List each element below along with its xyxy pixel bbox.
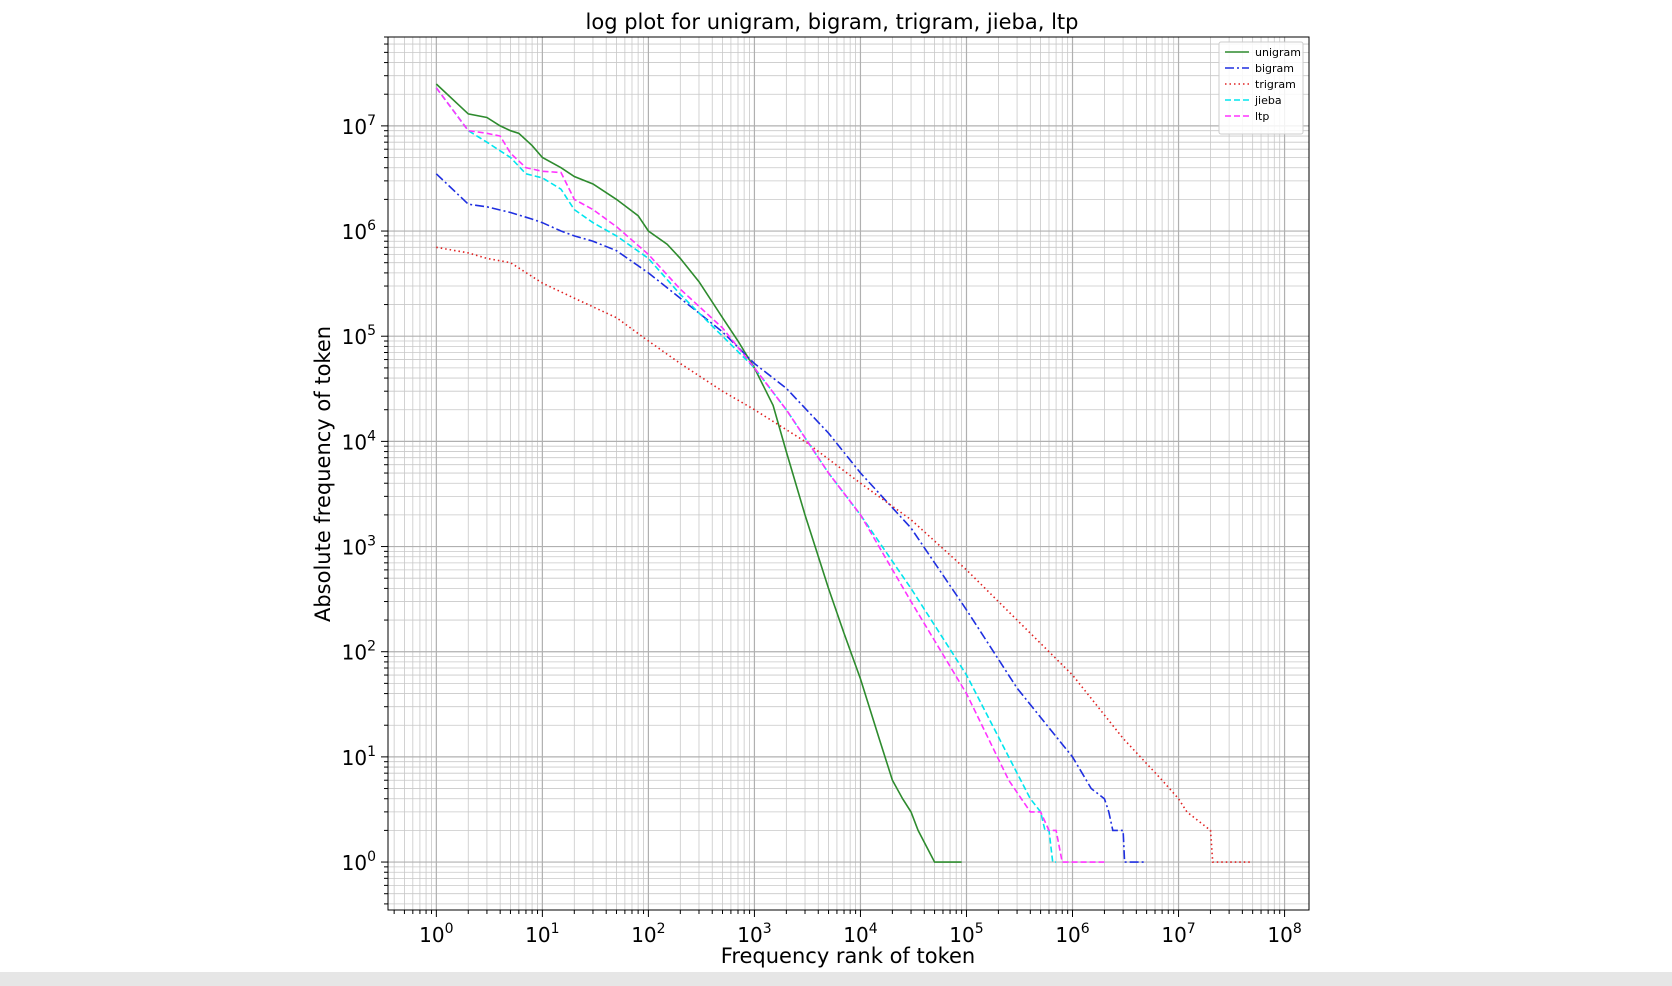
chart-title: log plot for unigram, bigram, trigram, j… xyxy=(586,10,1079,34)
x-tick-label: 107 xyxy=(1161,921,1195,947)
series-lines xyxy=(435,83,1253,863)
x-axis-title: Frequency rank of token xyxy=(721,944,975,968)
x-tick-label: 100 xyxy=(419,921,453,947)
x-tick-label: 102 xyxy=(631,921,665,947)
y-tick-label: 102 xyxy=(342,639,376,665)
y-tick-label: 103 xyxy=(342,534,376,560)
legend-label-trigram: trigram xyxy=(1255,78,1296,91)
y-axis-title: Absolute frequency of token xyxy=(311,326,335,622)
x-tick-label: 105 xyxy=(949,921,983,947)
legend-label-ltp: ltp xyxy=(1255,110,1269,123)
series-line-bigram xyxy=(435,173,1147,863)
legend: unigram bigram trigram jieba ltp xyxy=(1218,41,1304,135)
series-line-trigram xyxy=(436,246,1253,863)
x-tick-labels: 100 101 102 103 104 105 106 107 108 xyxy=(419,921,1302,947)
y-tick-label: 100 xyxy=(342,849,376,875)
x-tick-label: 103 xyxy=(737,921,771,947)
y-tick-label: 101 xyxy=(342,744,376,770)
x-tick-label: 108 xyxy=(1267,921,1301,947)
legend-box xyxy=(1218,41,1304,135)
series-line-ltp xyxy=(435,87,1105,863)
legend-label-jieba: jieba xyxy=(1254,94,1282,107)
y-tick-label: 105 xyxy=(342,323,376,349)
legend-label-unigram: unigram xyxy=(1255,46,1301,59)
legend-label-bigram: bigram xyxy=(1255,62,1294,75)
bottom-strip xyxy=(0,972,1672,986)
x-tick-label: 104 xyxy=(843,921,877,947)
y-tick-label: 104 xyxy=(342,428,376,454)
x-tick-label: 101 xyxy=(525,921,559,947)
series-line-jieba xyxy=(435,87,1057,863)
series-line-unigram xyxy=(435,83,962,863)
y-tick-label: 107 xyxy=(342,113,376,139)
y-tick-label: 106 xyxy=(342,218,376,244)
major-gridlines xyxy=(388,37,1309,910)
axis-ticks xyxy=(381,36,1286,917)
x-tick-label: 106 xyxy=(1055,921,1089,947)
y-tick-labels: 100 101 102 103 104 105 106 107 xyxy=(342,113,376,875)
